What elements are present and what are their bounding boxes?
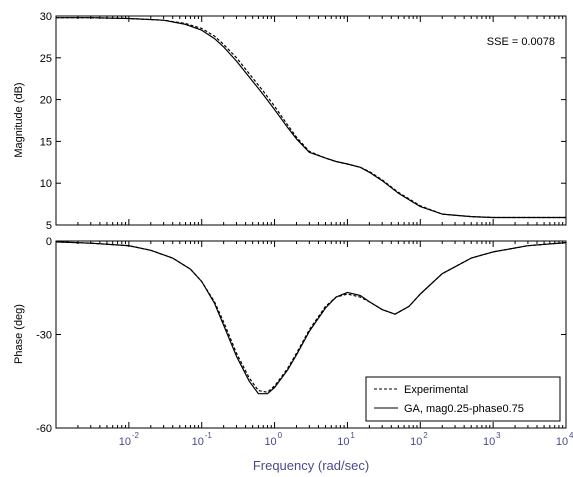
phase-xtick-label: 10 <box>483 436 495 448</box>
phase-xtick-exponent: 3 <box>496 431 501 440</box>
magnitude-ylabel: Magnitude (dB) <box>13 82 25 157</box>
phase-xtick-exponent: 0 <box>278 431 283 440</box>
phase-xtick-exponent: 1 <box>350 431 355 440</box>
phase-xtick-label: 10 <box>337 436 349 448</box>
magnitude-axes: 5 10 15 20 25 30 Magnitude (dB) SSE = 0.0078 <box>13 11 567 232</box>
phase-ytick-label: -30 <box>36 330 52 342</box>
phase-ytick-labels: -60 -30 0 <box>36 236 52 435</box>
phase-xtick-exponent: 4 <box>569 431 573 440</box>
magnitude-ytick-label: 15 <box>40 136 52 148</box>
legend-box <box>365 376 561 422</box>
phase-xtick-exponent: -1 <box>205 431 213 440</box>
phase-xtick-label: 10 <box>192 436 204 448</box>
magnitude-ytick-label: 30 <box>40 11 52 23</box>
phase-ytick-label: 0 <box>46 236 52 248</box>
phase-xtick-label: 10 <box>556 436 568 448</box>
legend: Experimental GA, mag0.25-phase0.75 <box>365 376 561 422</box>
sse-annotation: SSE = 0.0078 <box>487 36 555 48</box>
phase-xtick-label: 10 <box>410 436 422 448</box>
magnitude-ticks <box>56 15 566 226</box>
legend-experimental-label: Experimental <box>404 384 468 396</box>
phase-xtick-label: 10 <box>264 436 276 448</box>
phase-series-experimental-line <box>55 241 567 393</box>
phase-xtick-exponent: 2 <box>423 431 428 440</box>
magnitude-ytick-label: 10 <box>40 178 52 190</box>
magnitude-ytick-label: 20 <box>40 95 52 107</box>
phase-ylabel: Phase (deg) <box>13 304 25 364</box>
legend-ga-label: GA, mag0.25-phase0.75 <box>404 403 524 415</box>
phase-series <box>55 241 567 395</box>
phase-series-ga-line <box>55 241 567 395</box>
magnitude-series-ga-line <box>56 17 566 219</box>
magnitude-ytick-labels: 5 10 15 20 25 30 <box>40 11 52 232</box>
magnitude-ytick-label: 5 <box>46 220 52 232</box>
phase-ticks <box>56 240 566 429</box>
magnitude-ytick-label: 25 <box>40 53 52 65</box>
magnitude-plot-frame <box>55 15 567 226</box>
phase-xtick-exponent: -2 <box>132 431 140 440</box>
magnitude-series-experimental-line <box>56 17 566 219</box>
frequency-xlabel: Frequency (rad/sec) <box>253 458 369 473</box>
phase-xtick-label: 10 <box>119 436 131 448</box>
magnitude-series <box>56 17 566 219</box>
phase-ytick-label: -60 <box>36 423 52 435</box>
